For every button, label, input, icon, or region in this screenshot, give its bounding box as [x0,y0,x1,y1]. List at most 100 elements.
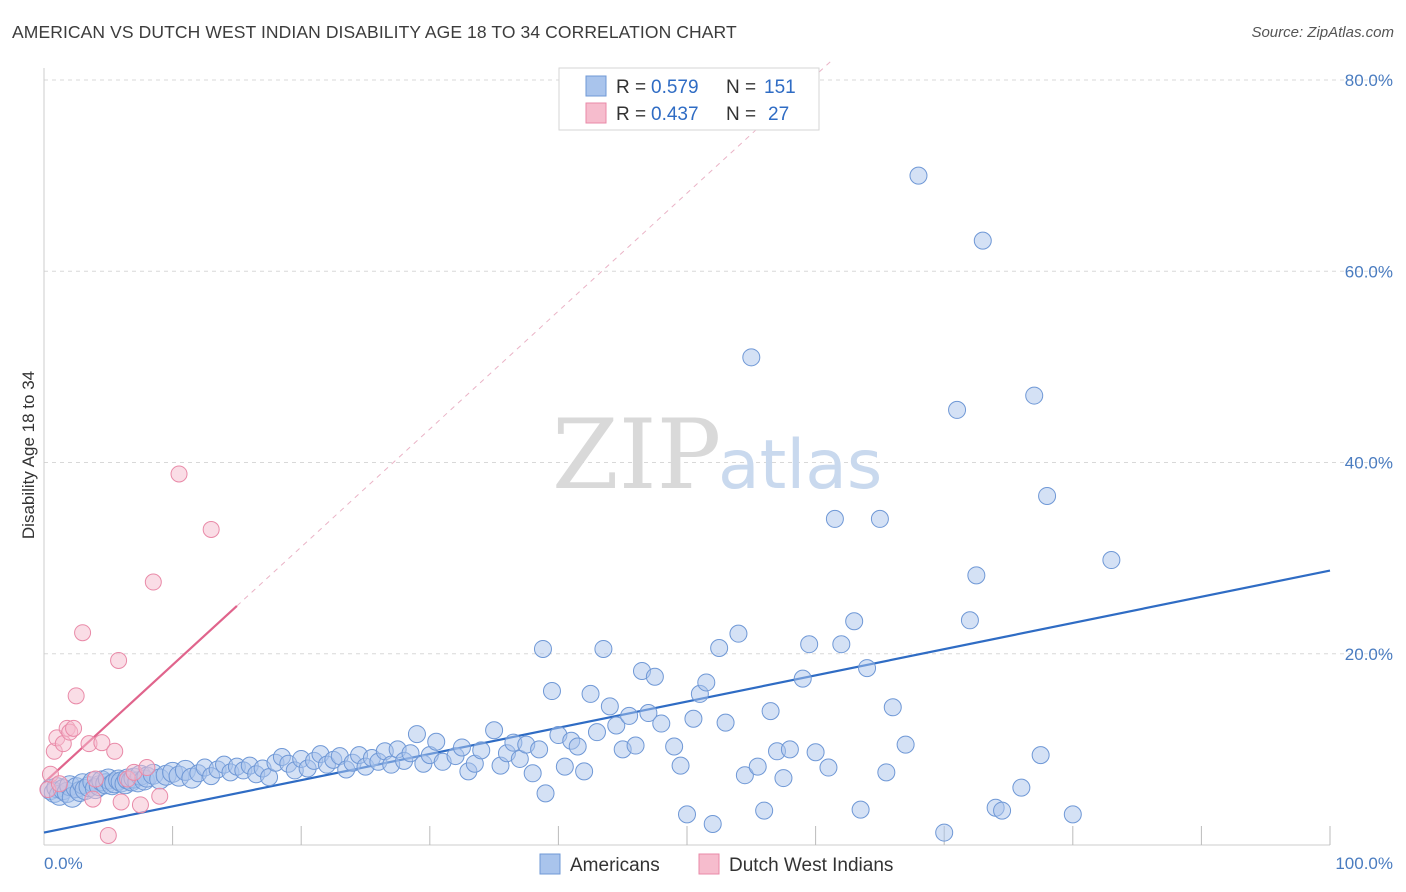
point-americans [533,639,552,658]
point-americans [1012,778,1031,797]
point-americans [427,732,446,751]
legend-r-label-1: R = [616,77,646,98]
point-dutch-west-indians [65,719,83,737]
data-points [39,166,1121,844]
point-americans [851,800,870,819]
point-americans [832,635,851,654]
point-americans [678,805,696,824]
point-americans [870,509,889,528]
point-americans [639,704,658,723]
y-tick-label: 60.0% [1345,262,1393,281]
point-dutch-west-indians [50,775,68,793]
legend-n-label-2: N = [726,104,756,125]
point-americans [407,725,426,744]
bottom-legend-swatch-dutch [698,853,720,875]
legend-r-value-1: 0.579 [651,77,699,98]
point-dutch-west-indians [138,759,156,777]
point-americans [793,669,812,688]
trend-line-americans [43,569,1331,834]
point-americans [523,764,542,783]
point-americans [1102,551,1121,570]
point-americans [825,509,844,528]
point-americans [452,738,471,757]
point-dutch-west-indians [110,651,128,669]
point-dutch-west-indians [74,624,92,642]
point-americans [1025,386,1044,405]
point-americans [485,721,504,740]
legend-swatch-dutch [585,102,607,124]
point-americans [806,743,825,762]
point-americans [896,735,915,754]
x-tick-label-max: 100.0% [1335,854,1393,873]
point-americans [716,713,735,732]
point-dutch-west-indians [151,787,169,805]
trend-lines [43,60,1331,834]
point-americans [671,756,690,775]
point-americans [575,762,594,781]
point-americans [665,737,684,756]
point-americans [1038,486,1057,505]
bottom-legend: Americans Dutch West Indians [539,853,893,876]
point-americans [555,757,574,776]
point-dutch-west-indians [144,573,162,591]
point-americans [742,348,761,367]
point-americans [755,801,774,820]
point-americans [536,784,555,803]
point-dutch-west-indians [106,742,124,760]
legend-swatch-americans [585,75,607,97]
point-dutch-west-indians [112,793,130,811]
point-americans [800,635,819,654]
point-americans [1063,805,1082,824]
point-americans [684,709,703,728]
point-americans [761,702,780,721]
point-americans [877,763,896,782]
point-americans [607,716,626,735]
top-legend: R = 0.579 N = 151 R = 0.437 N = 27 [558,67,820,131]
point-dutch-west-indians [67,687,85,705]
trend-line-dutch [43,605,238,784]
point-americans [587,723,606,742]
legend-n-label-1: N = [726,77,756,98]
point-americans [530,740,549,759]
point-americans [542,682,561,701]
point-americans [883,698,902,717]
point-americans [620,706,639,725]
legend-r-label-2: R = [616,104,646,125]
point-americans [748,757,767,776]
watermark-atlas: atlas [718,426,882,505]
point-dutch-west-indians [202,520,220,538]
point-dutch-west-indians [86,770,104,788]
point-dutch-west-indians [131,796,149,814]
point-americans [993,801,1012,820]
axes [43,68,1331,846]
point-dutch-west-indians [93,734,111,752]
point-americans [909,166,928,185]
point-americans [960,611,979,630]
y-tick-label: 40.0% [1345,454,1393,473]
point-americans [858,659,877,678]
point-dutch-west-indians [84,790,102,808]
point-americans [703,814,722,833]
point-americans [729,624,748,643]
point-americans [581,684,600,703]
point-americans [948,400,967,419]
point-americans [401,744,420,763]
legend-n-value-2: 27 [768,104,789,125]
point-americans [600,697,619,716]
point-americans [472,741,491,760]
point-americans [645,667,664,686]
bottom-legend-swatch-americans [539,853,561,875]
point-americans [973,231,992,250]
point-americans [710,639,729,658]
watermark-zip: ZIP [552,399,721,511]
bottom-legend-dutch: Dutch West Indians [729,855,893,876]
point-americans [1031,746,1050,765]
point-americans [967,566,986,585]
point-americans [845,612,864,631]
legend-r-value-2: 0.437 [651,104,699,125]
point-americans [568,737,587,756]
point-americans [780,740,799,759]
y-tick-label: 80.0% [1345,71,1393,90]
point-americans [652,714,671,733]
